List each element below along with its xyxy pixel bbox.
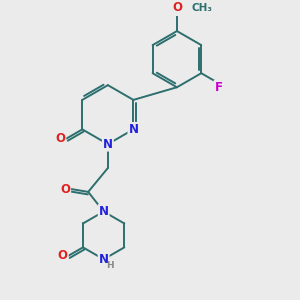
Text: N: N — [128, 123, 138, 136]
Text: O: O — [58, 249, 68, 262]
Text: F: F — [214, 81, 223, 94]
Text: CH₃: CH₃ — [192, 3, 213, 13]
Text: N: N — [99, 253, 109, 266]
Text: H: H — [106, 261, 114, 270]
Text: O: O — [60, 183, 70, 196]
Text: O: O — [172, 1, 182, 14]
Text: O: O — [55, 132, 65, 145]
Text: N: N — [103, 138, 113, 151]
Text: N: N — [99, 205, 109, 218]
